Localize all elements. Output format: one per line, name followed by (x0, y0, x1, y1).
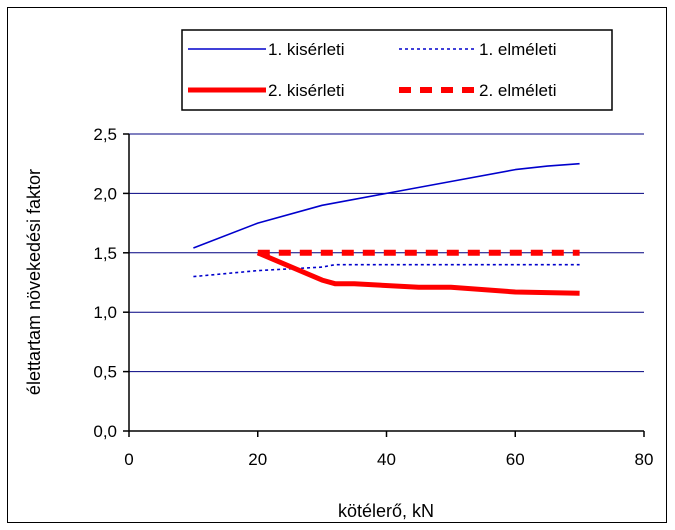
series-line-1-elm-leti (193, 263, 580, 278)
legend-box (181, 29, 613, 111)
x-tick-label: 40 (377, 450, 396, 469)
x-tick-label: 20 (248, 450, 267, 469)
legend-label: 2. elméleti (479, 81, 556, 100)
x-tick-label: 0 (124, 450, 133, 469)
legend-label: 1. elméleti (479, 40, 556, 59)
y-tick-label: 2,5 (93, 125, 117, 144)
legend-label: 1. kisérleti (268, 40, 345, 59)
y-axis-label: élettartam növekedési faktor (24, 169, 44, 395)
x-axis-label: kötélerő, kN (338, 501, 434, 521)
series-line-1-kis-rleti (193, 162, 580, 249)
y-tick-label: 0,0 (93, 422, 117, 441)
y-tick-label: 2,0 (93, 184, 117, 203)
axes: 0,0 0,5 1,0 1,5 2,0 2,5 0 20 40 60 80 (93, 125, 653, 469)
series-line-2-kis-rleti (256, 250, 580, 296)
x-tick-label: 60 (506, 450, 525, 469)
y-tick-label: 0,5 (93, 363, 117, 382)
y-tick-label: 1,0 (93, 303, 117, 322)
legend: 1. kisérleti 1. elméleti 2. kisérleti 2. el… (181, 29, 613, 111)
y-tick-label: 1,5 (93, 244, 117, 263)
grid-lines (129, 133, 644, 373)
x-tick-label: 80 (635, 450, 654, 469)
legend-label: 2. kisérleti (268, 81, 345, 100)
data-series (193, 162, 580, 296)
